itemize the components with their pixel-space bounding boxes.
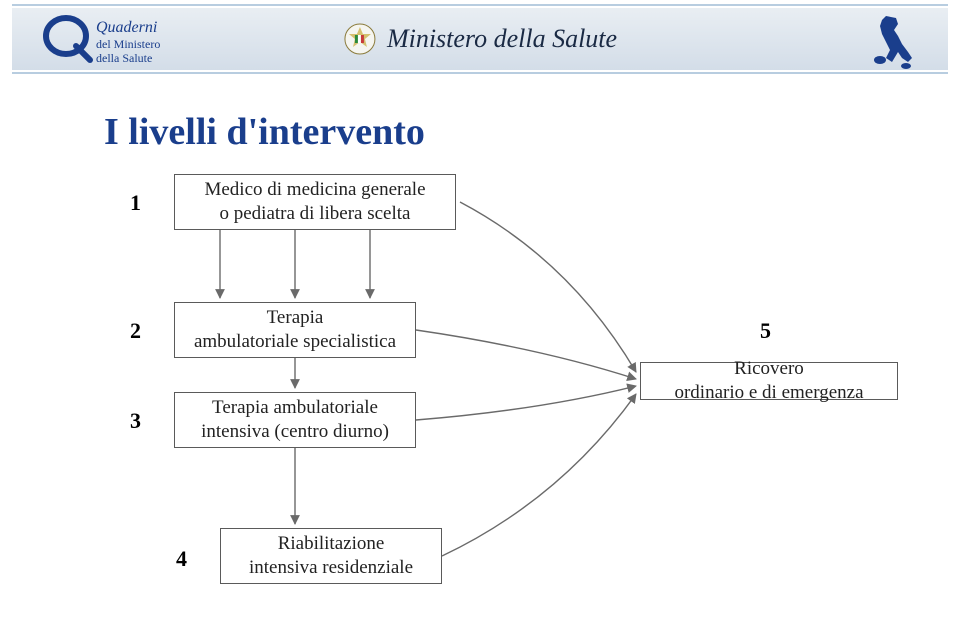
level-number-1: 1 <box>130 190 141 216</box>
level-number-2: 2 <box>130 318 141 344</box>
header-band: Quaderni del Ministero della Salute Mini… <box>12 8 948 70</box>
level-number-5: 5 <box>760 318 771 344</box>
ministry-label: Ministero della Salute <box>387 24 617 54</box>
quaderni-logo: Quaderni del Ministero della Salute <box>38 14 258 70</box>
level-number-4: 4 <box>176 546 187 572</box>
italy-emblem-icon <box>343 22 377 56</box>
box-medico-generale: Medico di medicina generaleo pediatra di… <box>174 174 456 230</box>
italy-map-icon <box>868 12 922 72</box>
flow-arrows <box>0 0 960 624</box>
logo-text-line3: della Salute <box>96 51 152 65</box>
logo-text-line2: del Ministero <box>96 37 160 51</box>
box-terapia-intensiva: Terapia ambulatorialeintensiva (centro d… <box>174 392 416 448</box>
box-riabilitazione: Riabilitazioneintensiva residenziale <box>220 528 442 584</box>
header-center: Ministero della Salute <box>343 22 617 56</box>
page-header: Quaderni del Ministero della Salute Mini… <box>0 0 960 78</box>
header-rule-bottom <box>12 72 948 74</box>
page-title: I livelli d'intervento <box>104 110 425 154</box>
header-rule-top <box>12 4 948 6</box>
box-ricovero: Ricoveroordinario e di emergenza <box>640 362 898 400</box>
level-number-3: 3 <box>130 408 141 434</box>
logo-text-line1: Quaderni <box>96 19 157 36</box>
box-terapia-specialistica: Terapiaambulatoriale specialistica <box>174 302 416 358</box>
